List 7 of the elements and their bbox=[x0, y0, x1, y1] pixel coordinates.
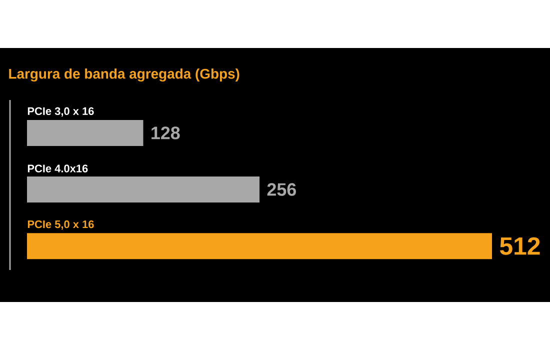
y-tick-label: PCIe 4.0x16 bbox=[28, 164, 88, 172]
chart-title: Largura de banda agregada (Gbps) bbox=[9, 68, 240, 82]
data-label: 256 bbox=[267, 183, 296, 196]
y-tick-label: PCIe 3,0 x 16 bbox=[28, 107, 94, 117]
data-label: 512 bbox=[500, 237, 540, 255]
y-tick-label: PCIe 5,0 x 16 bbox=[28, 220, 94, 230]
data-label: 128 bbox=[152, 126, 180, 140]
